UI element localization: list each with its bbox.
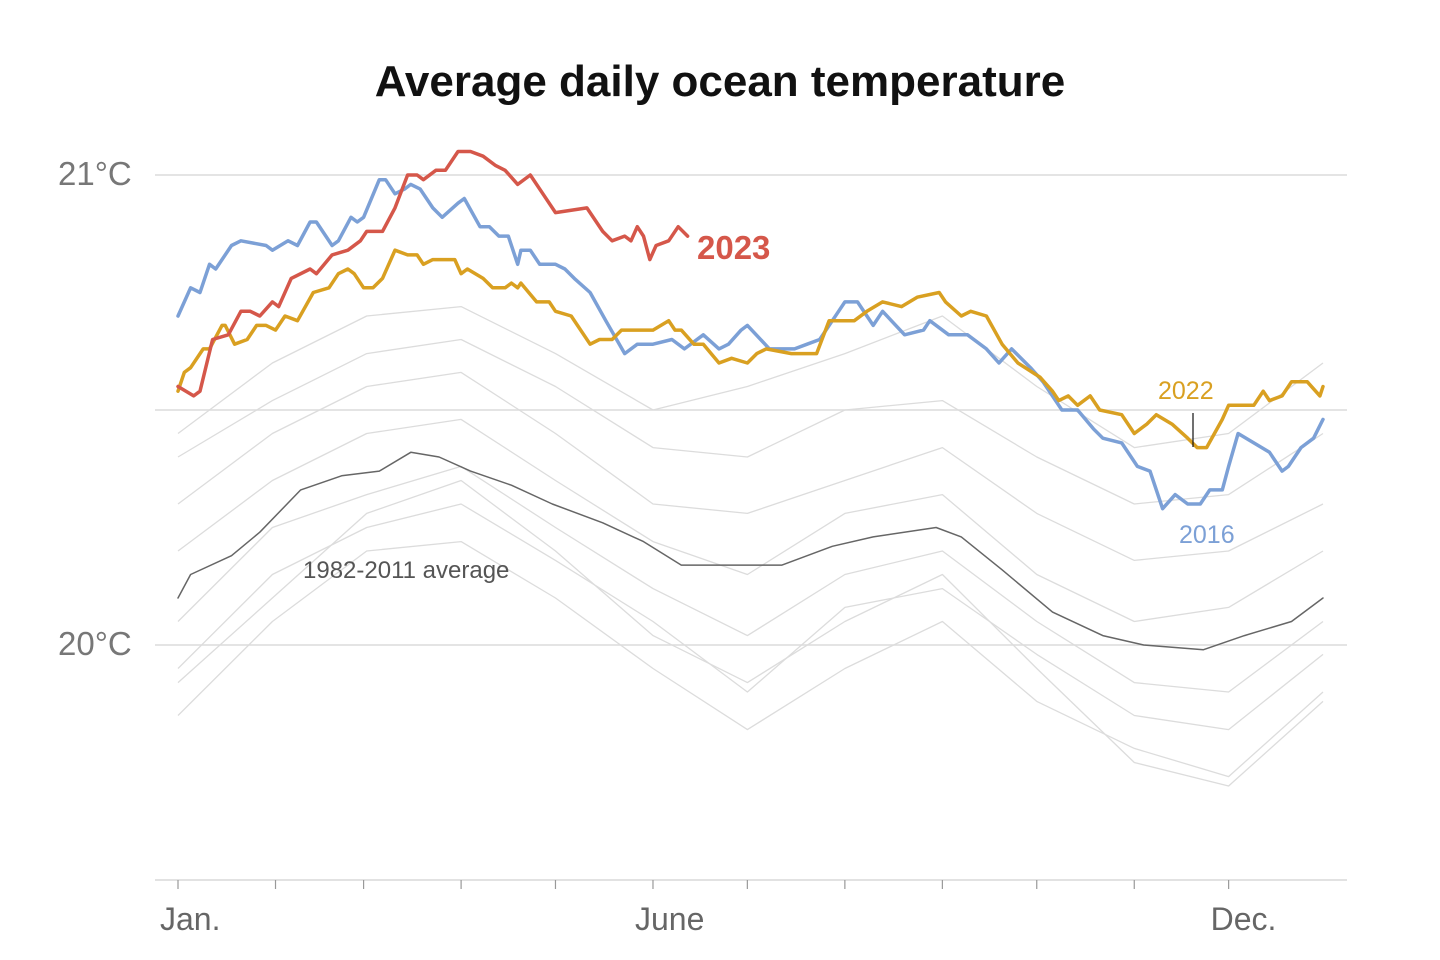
other-year-line — [177, 371, 1324, 562]
y-tick-label: 21°C — [58, 155, 132, 192]
series-line-2023 — [176, 149, 690, 398]
y-tick-label: 20°C — [58, 625, 132, 662]
other-year-line — [177, 338, 1324, 505]
other-year-line — [177, 465, 1324, 693]
x-axis-ticks: Jan. June Dec. — [160, 880, 1276, 937]
series-line-1982-2011-average — [177, 451, 1324, 651]
label-2022: 2022 — [1158, 377, 1214, 405]
series-line-2022 — [176, 248, 1325, 450]
label-average: 1982-2011 average — [303, 557, 509, 584]
other-year-line — [177, 479, 1324, 787]
x-tick-label: Jan. — [160, 901, 220, 937]
other-year-line — [177, 305, 1324, 449]
x-tick-label: June — [635, 901, 704, 937]
other-years-lines — [177, 305, 1324, 787]
y-axis-labels: 21°C 20°C — [58, 155, 132, 662]
other-year-line — [177, 418, 1324, 623]
chart-title: Average daily ocean temperature — [375, 57, 1065, 106]
series-lines — [176, 149, 1325, 651]
other-year-line — [177, 503, 1324, 731]
label-2023: 2023 — [697, 229, 770, 266]
other-year-line — [177, 540, 1324, 778]
label-2016: 2016 — [1179, 521, 1235, 549]
x-tick-label: Dec. — [1211, 901, 1277, 937]
